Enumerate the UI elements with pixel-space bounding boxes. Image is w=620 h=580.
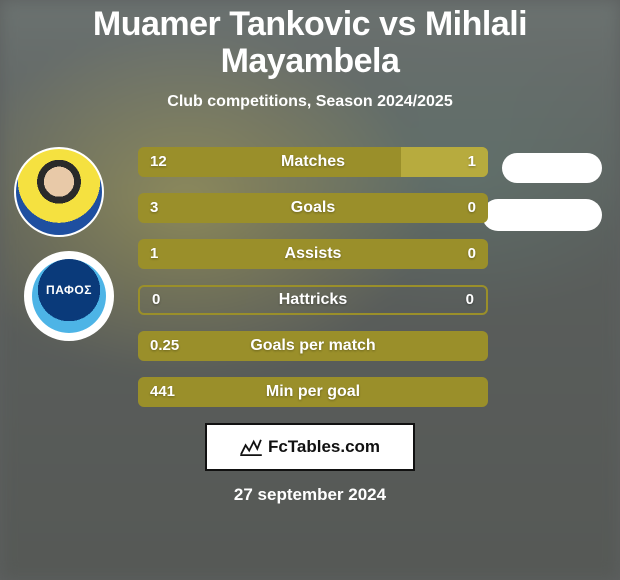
stat-row: 0Hattricks0 bbox=[138, 285, 488, 315]
title-vs: vs bbox=[379, 5, 416, 43]
stats-area: ΠΑΦΟΣ 12Matches13Goals01Assists00Hattric… bbox=[0, 147, 620, 407]
stat-value-right: 0 bbox=[468, 199, 476, 216]
stat-rows: 12Matches13Goals01Assists00Hattricks00.2… bbox=[138, 147, 488, 407]
player-left-name: Muamer Tankovic bbox=[93, 5, 370, 43]
stat-value-right: 1 bbox=[468, 153, 476, 170]
comparison-title: Muamer Tankovic vs Mihlali Mayambela bbox=[0, 6, 620, 81]
stat-label: Goals per match bbox=[138, 337, 488, 355]
subtitle: Club competitions, Season 2024/2025 bbox=[0, 93, 620, 111]
stat-label: Hattricks bbox=[140, 291, 486, 309]
content-wrapper: Muamer Tankovic vs Mihlali Mayambela Clu… bbox=[0, 0, 620, 505]
club-badge-label: ΠΑΦΟΣ bbox=[46, 283, 92, 297]
player-left-club-badge: ΠΑΦΟΣ bbox=[24, 251, 114, 341]
footer-brand-card: FcTables.com bbox=[205, 423, 415, 471]
stat-label: Min per goal bbox=[138, 383, 488, 401]
stat-row: 441Min per goal bbox=[138, 377, 488, 407]
player-right-club-placeholder bbox=[482, 199, 602, 231]
stat-value-right: 0 bbox=[468, 245, 476, 262]
stat-label: Goals bbox=[138, 199, 488, 217]
stat-label: Assists bbox=[138, 245, 488, 263]
chart-icon bbox=[240, 438, 262, 456]
stat-value-right: 0 bbox=[466, 291, 474, 308]
stat-row: 12Matches1 bbox=[138, 147, 488, 177]
footer-brand-text: FcTables.com bbox=[268, 437, 380, 457]
stat-row: 1Assists0 bbox=[138, 239, 488, 269]
player-left-avatar bbox=[14, 147, 104, 237]
stat-row: 3Goals0 bbox=[138, 193, 488, 223]
player-right-avatar-placeholder bbox=[502, 153, 602, 183]
club-badge-inner: ΠΑΦΟΣ bbox=[32, 259, 106, 333]
stat-row: 0.25Goals per match bbox=[138, 331, 488, 361]
stat-label: Matches bbox=[138, 153, 488, 171]
footer-date: 27 september 2024 bbox=[0, 485, 620, 505]
